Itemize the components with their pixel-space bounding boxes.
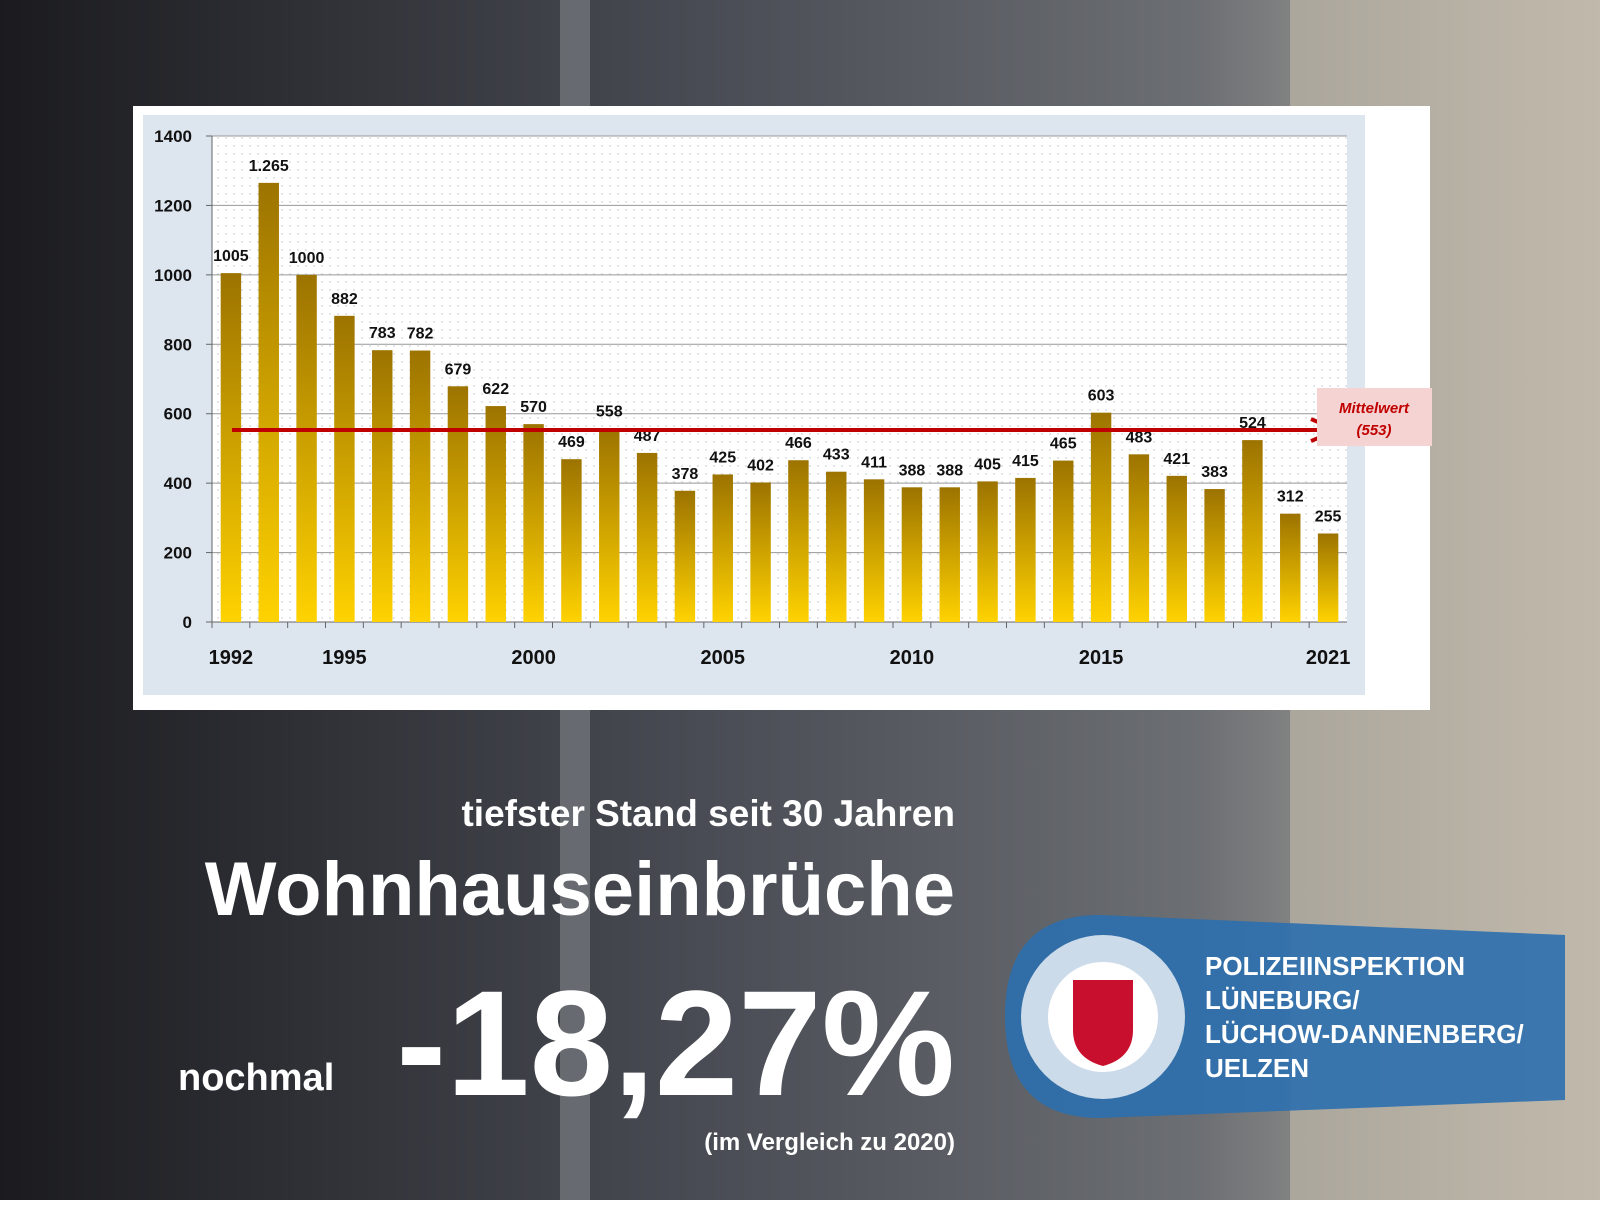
value-label: 558 [596, 403, 623, 420]
value-label: 483 [1126, 429, 1153, 446]
x-tick-label: 2005 [701, 647, 746, 669]
bar [372, 350, 393, 622]
prefix: nochmal [178, 1057, 334, 1099]
change: -18,27% [396, 959, 955, 1127]
value-label: 383 [1201, 464, 1228, 481]
value-label: 312 [1277, 489, 1304, 506]
bar [1166, 475, 1187, 622]
y-tick-label: 0 [183, 613, 192, 632]
value-label: 524 [1239, 415, 1266, 432]
bar [258, 182, 279, 622]
bar [788, 460, 809, 622]
value-label: 388 [936, 462, 963, 479]
value-label: 1005 [213, 248, 249, 265]
bar [296, 274, 317, 622]
bar [636, 452, 658, 622]
value-label: 603 [1088, 388, 1115, 405]
y-tick-label: 200 [164, 544, 192, 563]
bar [750, 482, 771, 622]
value-label: 411 [861, 454, 887, 471]
value-label: 1.265 [249, 158, 289, 175]
logo-line: POLIZEIINSPEKTION [1205, 951, 1465, 981]
bar [1015, 477, 1036, 622]
bar [1204, 489, 1225, 622]
y-tick-label: 1400 [154, 127, 192, 146]
y-tick-label: 600 [164, 405, 192, 424]
y-tick-label: 400 [164, 474, 192, 493]
bar [939, 487, 960, 622]
bar [977, 481, 998, 622]
x-tick-label: 2015 [1079, 647, 1124, 669]
y-tick-label: 1200 [154, 196, 192, 215]
x-tick-label: 2021 [1306, 647, 1351, 669]
value-label: 405 [974, 456, 1001, 473]
value-label: 783 [369, 325, 396, 342]
value-label: 1000 [289, 250, 325, 267]
x-tick-label: 1992 [209, 647, 254, 669]
value-label: 882 [331, 291, 358, 308]
value-label: 378 [672, 466, 699, 483]
bar [1242, 440, 1263, 622]
logo: POLIZEIINSPEKTION LÜNEBURG/ LÜCHOW-DANNE… [1005, 915, 1565, 1118]
value-label: 487 [634, 428, 661, 445]
bar [1317, 533, 1339, 622]
mean-label: Mittelwert [1339, 400, 1410, 417]
y-tick-label: 1000 [154, 266, 192, 285]
value-label: 679 [445, 361, 472, 378]
bar [901, 487, 923, 622]
value-label: 402 [747, 457, 774, 474]
headline-title: Wohnhauseinbrüche [205, 847, 955, 932]
bar [523, 424, 544, 622]
bar [826, 471, 847, 622]
plot-pattern [212, 136, 1347, 622]
bar [863, 479, 885, 622]
value-label: 469 [558, 434, 585, 451]
value-label: 622 [482, 381, 509, 398]
value-label: 782 [407, 326, 434, 343]
x-tick-label: 2010 [890, 647, 935, 669]
value-label: 425 [709, 449, 736, 466]
mean-value-label: (553) [1356, 422, 1391, 439]
value-label: 466 [785, 435, 812, 452]
y-tick-label: 800 [164, 335, 192, 354]
bar [409, 350, 431, 622]
kicker: tiefster Stand seit 30 Jahren [461, 793, 955, 834]
logo-line: UELZEN [1205, 1053, 1309, 1083]
x-tick-label: 2000 [511, 647, 556, 669]
bar [599, 428, 620, 622]
bar [485, 406, 506, 622]
x-tick-label: 1995 [322, 647, 367, 669]
logo-line: LÜCHOW-DANNENBERG/ [1205, 1019, 1524, 1049]
value-label: 388 [899, 462, 926, 479]
bar [674, 490, 696, 622]
bar [1280, 513, 1301, 622]
value-label: 255 [1315, 508, 1342, 525]
value-label: 415 [1012, 453, 1039, 470]
chart: 0 200 400 600 800 1000 1200 1400 1992 1005 1.265 10… [154, 127, 1432, 669]
logo-shield [1073, 980, 1133, 1066]
bar [447, 386, 469, 622]
value-label: 465 [1050, 436, 1077, 453]
value-label: 421 [1163, 451, 1190, 468]
bar [1128, 454, 1150, 622]
note: (im Vergleich zu 2020) [704, 1129, 955, 1156]
mean-box [1317, 388, 1432, 447]
value-label: 570 [520, 399, 547, 416]
logo-line: LÜNEBURG/ [1205, 985, 1360, 1015]
bar [220, 273, 242, 622]
bar [561, 459, 582, 622]
bar [1053, 460, 1074, 622]
value-label: 433 [823, 447, 850, 464]
bar [1090, 412, 1112, 622]
bar [712, 474, 733, 622]
bar [334, 315, 355, 622]
